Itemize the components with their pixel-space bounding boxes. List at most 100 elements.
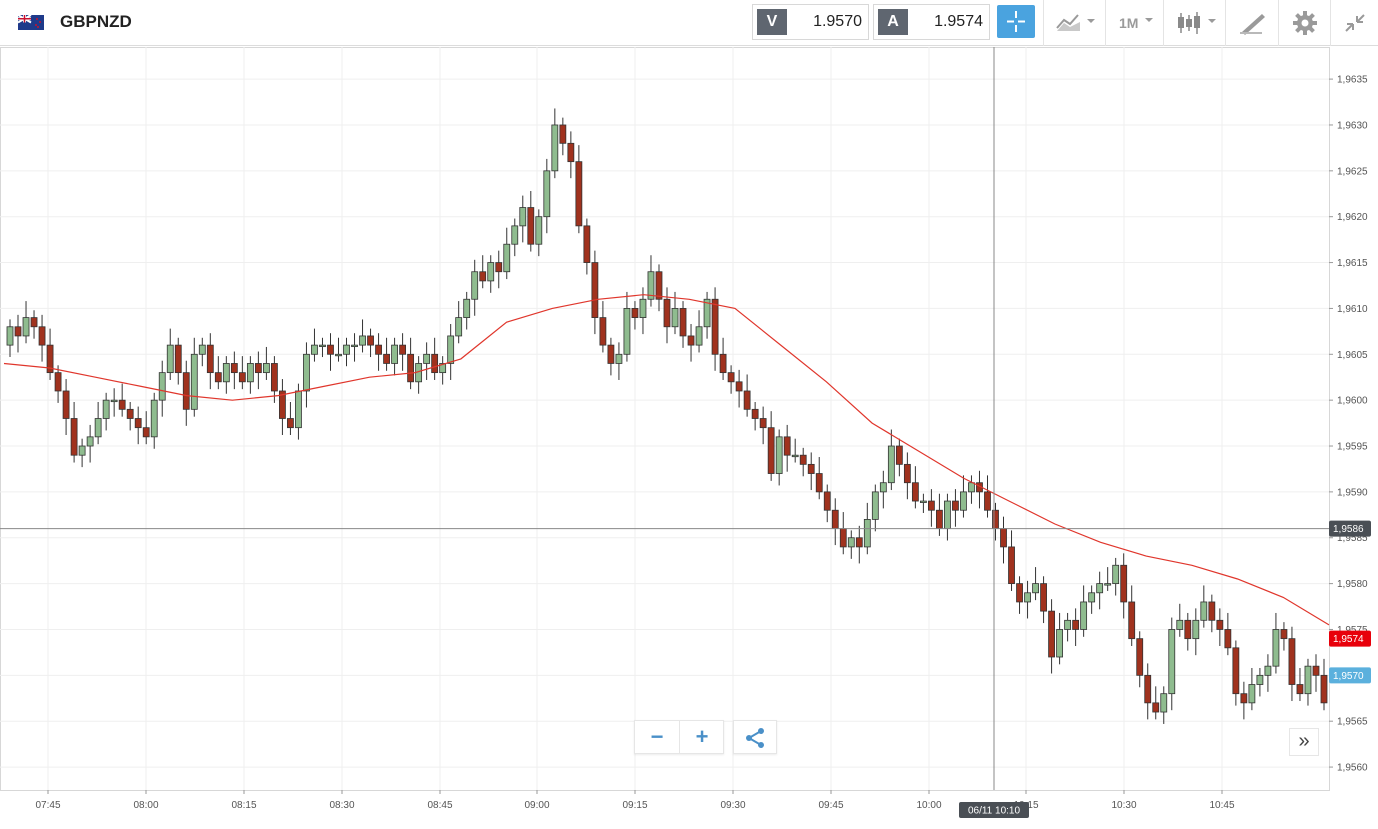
candle-body (607, 344, 615, 364)
y-tick-label: 1,9615 (1337, 258, 1368, 269)
candle-body (703, 298, 711, 328)
candle-body (839, 528, 847, 548)
candle-body (30, 317, 38, 328)
candle-body (1176, 619, 1184, 630)
candle-body (1136, 638, 1144, 676)
x-tick-label: 08:15 (231, 800, 256, 811)
y-tick-label: 1,9600 (1337, 396, 1368, 407)
y-tick-label: 1,9625 (1337, 166, 1368, 177)
candle-body (1064, 619, 1072, 630)
candle-body (94, 418, 102, 438)
candle-body (1088, 592, 1096, 603)
timeframe-selector[interactable]: 1M (1105, 0, 1163, 46)
candle-body (1128, 601, 1136, 640)
candle-body (847, 537, 855, 548)
candle-body (807, 463, 815, 474)
candle-body (142, 427, 150, 438)
sell-price-box[interactable]: V 1.9570 (752, 4, 869, 40)
x-tick-label: 10:30 (1111, 800, 1136, 811)
zoom-in-button[interactable]: + (679, 721, 724, 753)
candle-body (319, 344, 326, 348)
candle-body (591, 262, 599, 318)
x-tick-label: 09:00 (524, 800, 549, 811)
candle-body (599, 317, 607, 346)
candle-body (182, 372, 190, 410)
candle-body (62, 390, 70, 419)
y-tick-label: 1,9620 (1337, 212, 1368, 223)
candle-body (407, 353, 415, 383)
candle-style-button[interactable] (1163, 0, 1225, 46)
candle-body (1208, 601, 1216, 621)
share-button[interactable] (733, 720, 777, 754)
candle-body (134, 418, 142, 429)
candle-body (631, 308, 639, 318)
candlestick-icon (1178, 12, 1216, 34)
candle-body (871, 491, 879, 520)
candle-body (1256, 674, 1264, 685)
y-tick-label: 1,9630 (1337, 120, 1368, 131)
candle-body (503, 243, 511, 273)
candle-body (775, 436, 783, 474)
candle-body (1320, 674, 1328, 704)
candle-body (791, 454, 799, 458)
candle-body (1200, 601, 1208, 621)
candle-body (206, 344, 214, 374)
x-tick-label: 10:45 (1209, 800, 1234, 811)
candle-body (54, 372, 62, 392)
drawing-tools-icon (1240, 14, 1265, 35)
candle-body (22, 317, 30, 337)
candle-body (903, 463, 911, 484)
candle-body (944, 500, 951, 529)
candle-body (1264, 665, 1272, 676)
y-tick-label: 1,9580 (1337, 579, 1368, 590)
crosshair-button[interactable] (997, 5, 1035, 38)
candle-body (567, 142, 575, 163)
candle-body (1216, 619, 1224, 630)
fullscreen-button[interactable] (1330, 0, 1378, 46)
candle-body (238, 372, 246, 383)
candle-body (1056, 629, 1064, 658)
x-tick-label: 09:45 (818, 800, 843, 811)
scroll-right-button[interactable]: » (1289, 728, 1319, 756)
candle-body (936, 509, 943, 529)
candle-body (391, 344, 398, 364)
candle-body (367, 335, 374, 346)
candle-body (960, 491, 967, 511)
candle-body (647, 271, 655, 300)
candle-body (447, 335, 455, 364)
candle-body (1080, 601, 1088, 630)
candle-body (14, 326, 22, 337)
candle-body (919, 500, 927, 503)
drawing-tools-button[interactable] (1225, 0, 1278, 46)
candle-body (1312, 665, 1320, 676)
candle-body (1032, 583, 1039, 594)
candle-body (887, 445, 895, 484)
candle-body (222, 363, 230, 383)
x-tick-label: 10:00 (916, 800, 941, 811)
price-chart[interactable]: 1,9635 1,9630 1,9625 1,9620 1,9615 1,9610 1,96… (0, 47, 1378, 824)
x-tick-label: 08:00 (133, 800, 158, 811)
y-tick-label: 1,9605 (1337, 350, 1368, 361)
chart-type-button[interactable] (1043, 0, 1105, 46)
candle-body (1000, 528, 1007, 548)
candle-body (855, 537, 863, 548)
bid-price-tag-bg (1329, 667, 1371, 684)
candle-body (799, 454, 807, 465)
candle-body (551, 124, 559, 172)
candle-body (311, 344, 318, 355)
candle-body (190, 353, 198, 410)
candle-body (759, 418, 767, 429)
chart-toolbar: GBPNZD V 1.9570 A 1.9574 1M (0, 0, 1378, 46)
candlestick-chart[interactable]: 1,9635 1,9630 1,9625 1,9620 1,9615 1,9610 1,96… (0, 47, 1378, 824)
candle-body (695, 326, 703, 346)
chevron-down-icon (1145, 18, 1153, 22)
settings-button[interactable] (1278, 0, 1330, 46)
buy-price-box[interactable]: A 1.9574 (873, 4, 990, 40)
candle-body (1104, 583, 1112, 586)
zoom-out-button[interactable]: − (650, 724, 664, 749)
candle-body (1304, 665, 1312, 695)
gb-nz-flag-icon (18, 15, 44, 30)
y-tick-label: 1,9595 (1337, 442, 1368, 453)
x-tick-label: 08:30 (329, 800, 354, 811)
crosshair-price-tag: 1,9586 (1333, 524, 1364, 535)
